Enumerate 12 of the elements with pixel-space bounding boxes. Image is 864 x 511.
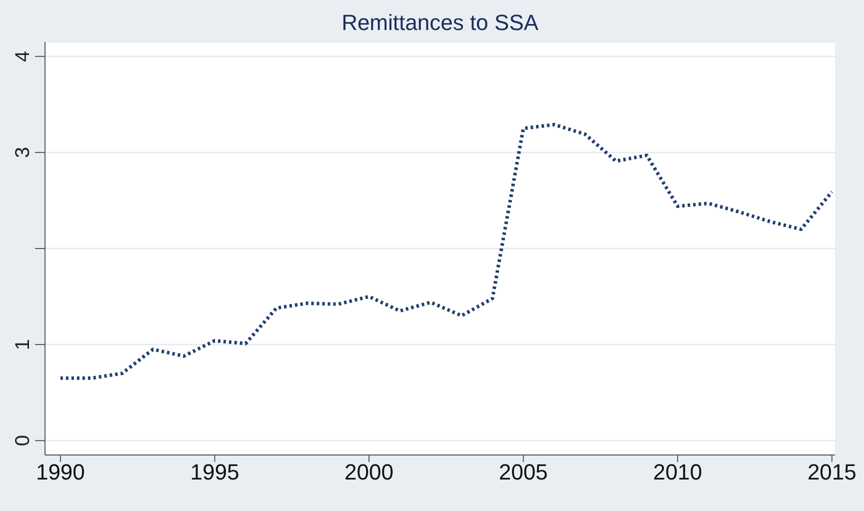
chart-title: Remittances to SSA <box>340 10 540 36</box>
x-tick-label: 2005 <box>498 460 548 485</box>
y-tick-label: 1 <box>12 338 34 350</box>
y-tick-label: 3 <box>12 146 34 158</box>
y-tick-label: 4 <box>12 50 34 62</box>
line-series <box>58 122 834 380</box>
x-tick-label: 1995 <box>190 460 240 485</box>
x-tick-label: 1990 <box>36 460 85 485</box>
x-tick-label: 2015 <box>807 460 856 485</box>
y-tick-label: 0 <box>12 435 34 446</box>
x-tick-label: 2010 <box>653 460 702 485</box>
x-tick-label: 2000 <box>344 460 394 485</box>
